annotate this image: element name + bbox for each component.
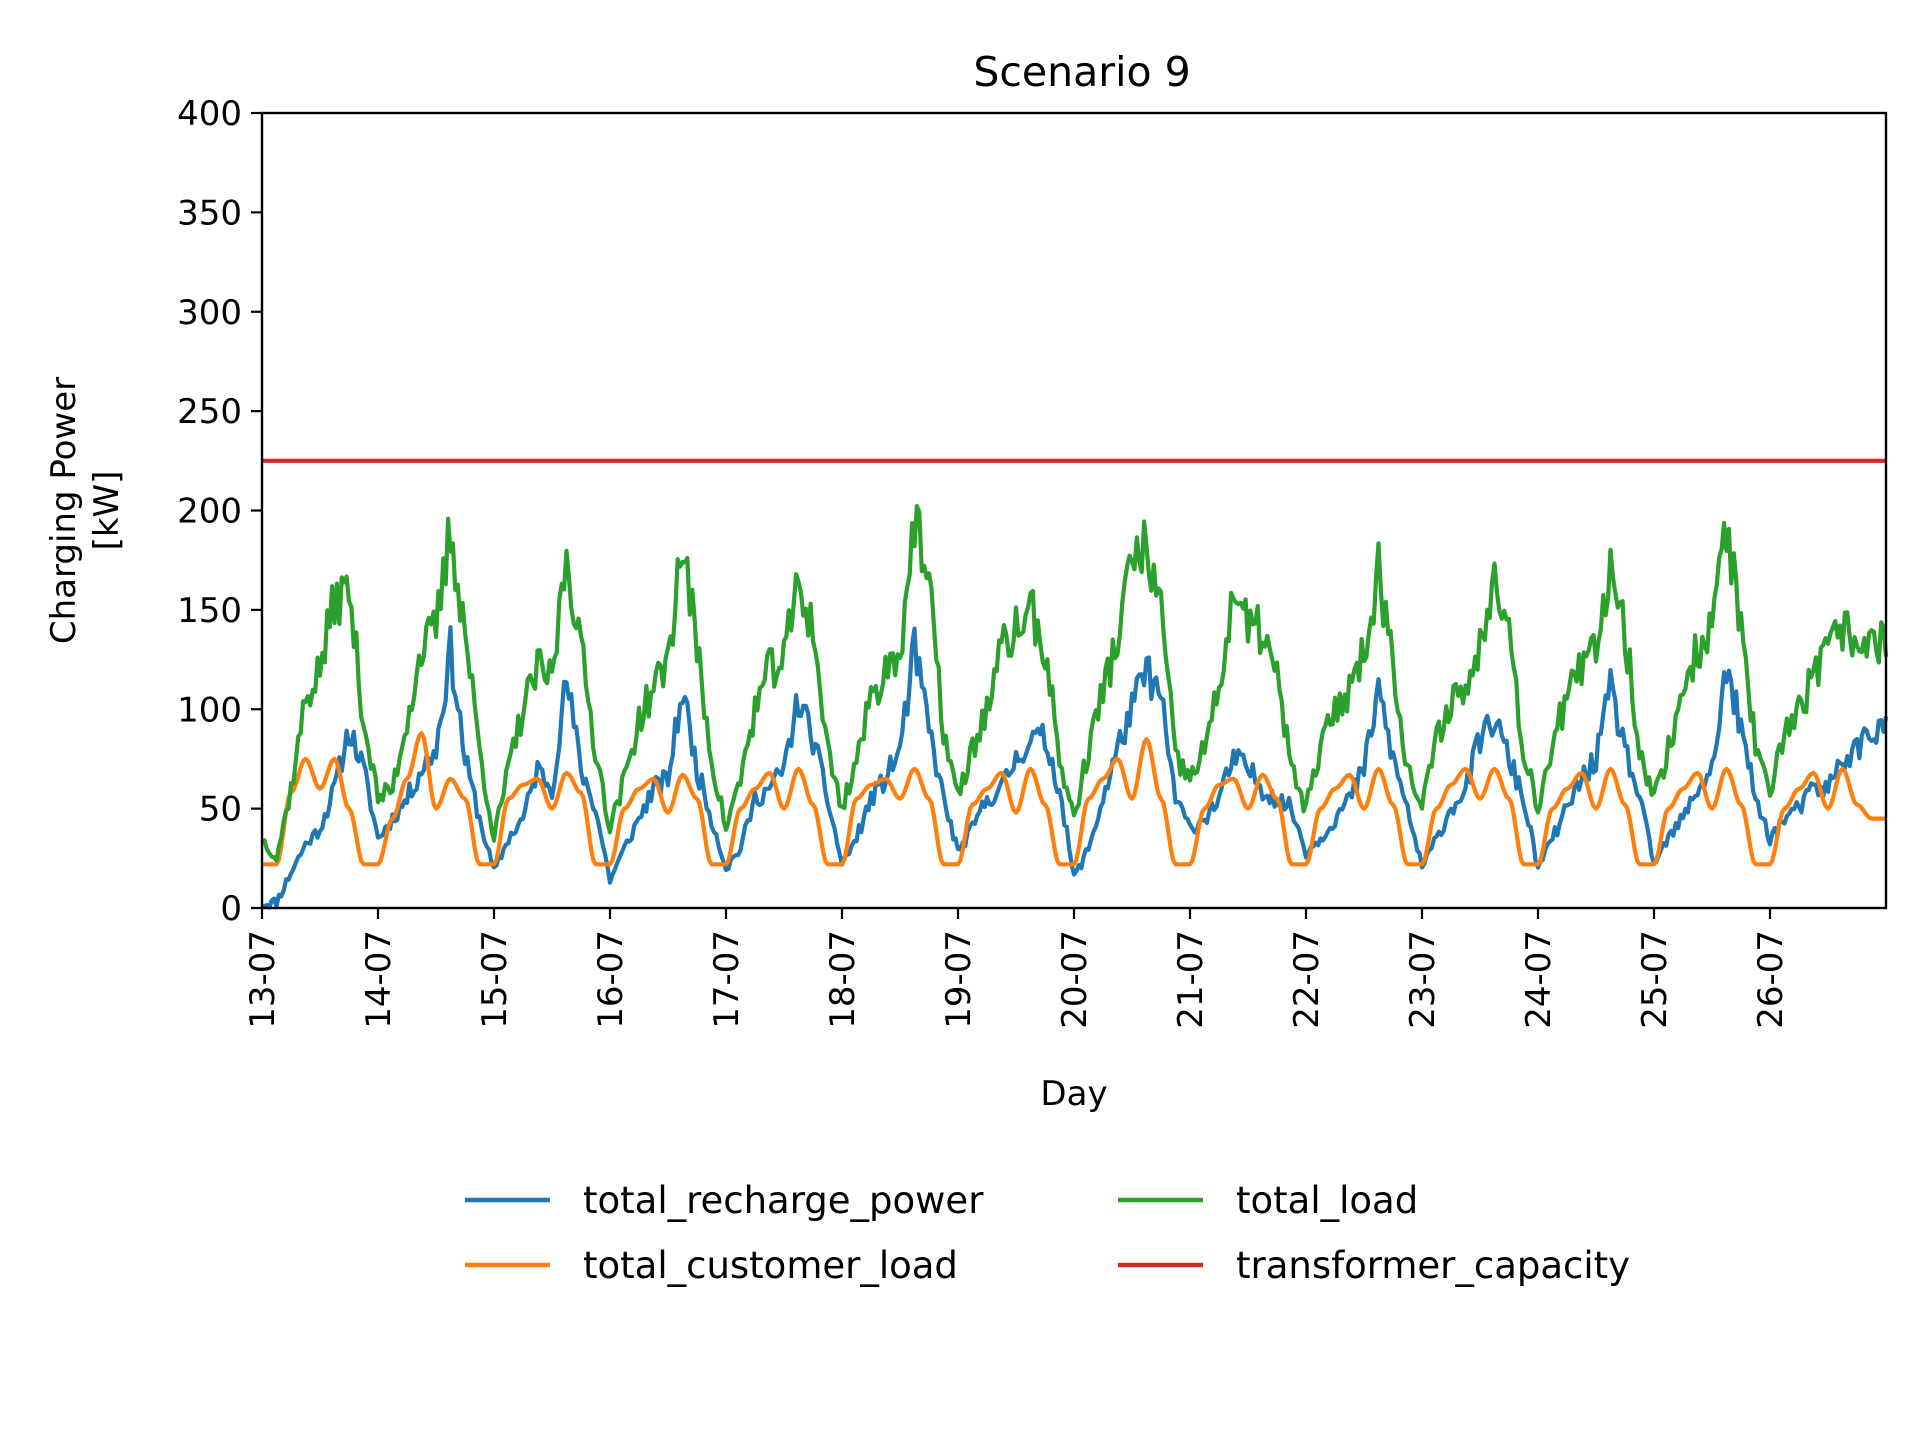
plot-area — [260, 458, 1889, 910]
y-axis-label-line-2: [kW] — [87, 471, 127, 551]
x-tick-label: 23-07 — [1403, 930, 1443, 1029]
y-tick-label: 100 — [177, 690, 242, 730]
legend-entry-transformer-capacity: transformer_capacity — [1118, 1244, 1630, 1287]
x-tick-label: 15-07 — [475, 930, 515, 1029]
y-tick-label: 350 — [177, 193, 242, 233]
chart-title: Scenario 9 — [973, 48, 1190, 96]
y-tick-label: 300 — [177, 293, 242, 333]
x-tick-label: 20-07 — [1055, 930, 1095, 1029]
x-tick-label: 22-07 — [1287, 930, 1327, 1029]
x-tick-label: 16-07 — [591, 930, 631, 1029]
y-tick-label: 150 — [177, 591, 242, 631]
legend: total_recharge_power total_customer_load t… — [465, 1179, 1630, 1287]
legend-label: total_recharge_power — [583, 1179, 984, 1222]
x-tick-label: 14-07 — [359, 930, 399, 1029]
legend-entry-total-recharge-power: total_recharge_power — [465, 1179, 984, 1222]
x-tick-label: 24-07 — [1519, 930, 1559, 1029]
legend-entry-total-load: total_load — [1118, 1179, 1418, 1222]
x-tick-label: 17-07 — [707, 930, 747, 1029]
legend-entry-total-customer-load: total_customer_load — [465, 1244, 958, 1287]
legend-label: transformer_capacity — [1236, 1244, 1630, 1287]
y-tick-label: 400 — [177, 94, 242, 134]
x-tick-label: 13-07 — [243, 930, 283, 1029]
y-tick-label: 0 — [220, 889, 242, 929]
x-tick-label: 19-07 — [939, 930, 979, 1029]
x-tick-label: 21-07 — [1171, 930, 1211, 1029]
x-tick-label: 18-07 — [823, 930, 863, 1029]
x-axis-label: Day — [1040, 1074, 1107, 1114]
legend-label: total_customer_load — [583, 1244, 958, 1287]
y-tick-label: 200 — [177, 492, 242, 532]
series-line-total-recharge-power — [261, 625, 1889, 910]
x-axis: 13-07 14-07 15-07 16-07 17-07 18-07 19-07 20-07… — [243, 908, 1791, 1029]
x-tick-label: 25-07 — [1635, 930, 1675, 1029]
y-tick-label: 50 — [199, 790, 242, 830]
y-axis-label-line-1: Charging Power — [44, 377, 84, 644]
legend-label: total_load — [1236, 1179, 1418, 1222]
y-tick-label: 250 — [177, 392, 242, 432]
series-line-total-customer-load — [262, 731, 1886, 867]
x-tick-label: 26-07 — [1751, 930, 1791, 1029]
series-line-total-load — [260, 504, 1889, 863]
y-axis: 0 50 100 150 200 250 300 350 400 — [177, 94, 262, 929]
